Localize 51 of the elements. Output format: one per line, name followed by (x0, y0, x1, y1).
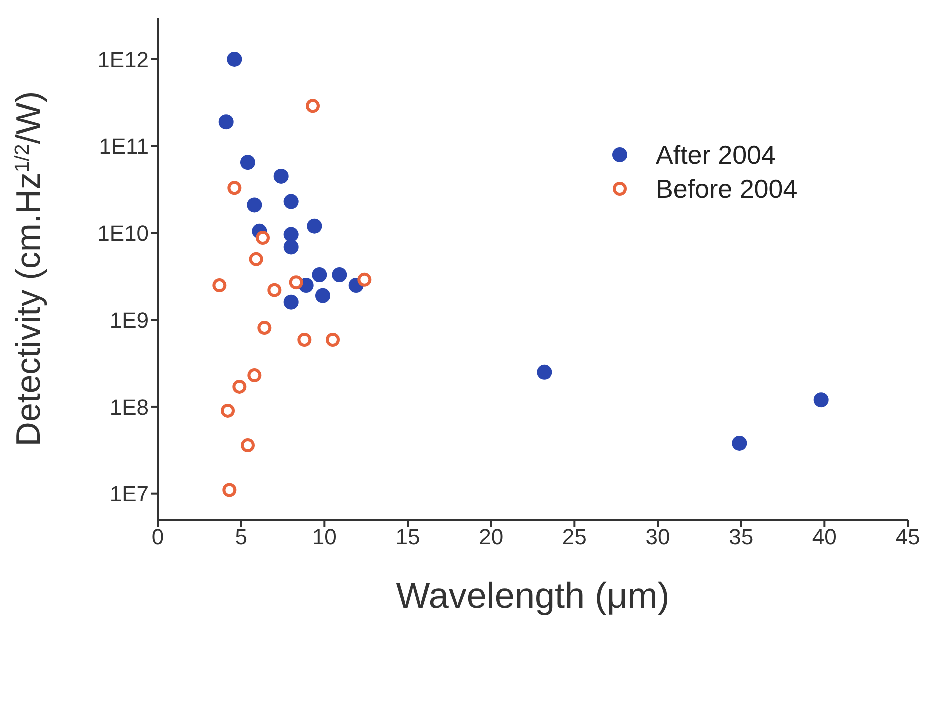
point (358, 272, 372, 287)
point (247, 198, 262, 213)
point (537, 364, 552, 380)
point (241, 438, 255, 453)
x-tick-label: 30 (646, 524, 670, 550)
x-tick-label: 5 (235, 524, 248, 550)
point (312, 268, 328, 283)
point (284, 227, 299, 242)
y-tick-label: 1E10 (98, 221, 149, 246)
x-tick-label: 15 (396, 524, 420, 550)
point (284, 194, 299, 210)
point (240, 155, 256, 170)
point (732, 436, 748, 451)
x-tick-label: 0 (152, 524, 164, 550)
point (221, 404, 235, 418)
x-tick-label: 40 (812, 524, 837, 550)
y-tick-label: 1E7 (110, 482, 149, 507)
point (284, 294, 299, 310)
point (258, 321, 272, 336)
point (256, 231, 270, 246)
point (307, 218, 322, 234)
point (228, 181, 242, 196)
x-tick-label: 10 (312, 524, 337, 550)
point (274, 168, 289, 184)
point (218, 114, 234, 130)
y-tick-label: 1E12 (98, 47, 149, 72)
point (316, 288, 330, 304)
point (332, 268, 348, 283)
x-tick-label: 45 (896, 524, 920, 550)
point (227, 52, 242, 67)
point (326, 332, 340, 347)
x-tick-label: 35 (729, 524, 754, 550)
point (298, 332, 312, 347)
x-axis-title: Wavelength (μm) (396, 575, 670, 616)
point (268, 283, 282, 298)
point (289, 276, 304, 290)
legend-label: After 2004 (656, 140, 776, 170)
point (232, 380, 247, 394)
point (249, 252, 264, 266)
point (284, 240, 299, 255)
point (814, 392, 829, 408)
legend-label: Before 2004 (656, 174, 798, 204)
y-tick-label: 1E9 (110, 308, 149, 333)
point (306, 99, 320, 114)
point (248, 368, 262, 383)
x-tick-label: 20 (479, 524, 504, 550)
point (212, 278, 227, 293)
y-tick-label: 1E11 (99, 134, 149, 160)
point (222, 483, 237, 498)
x-tick-label: 25 (562, 524, 587, 550)
y-tick-label: 1E8 (110, 394, 149, 420)
